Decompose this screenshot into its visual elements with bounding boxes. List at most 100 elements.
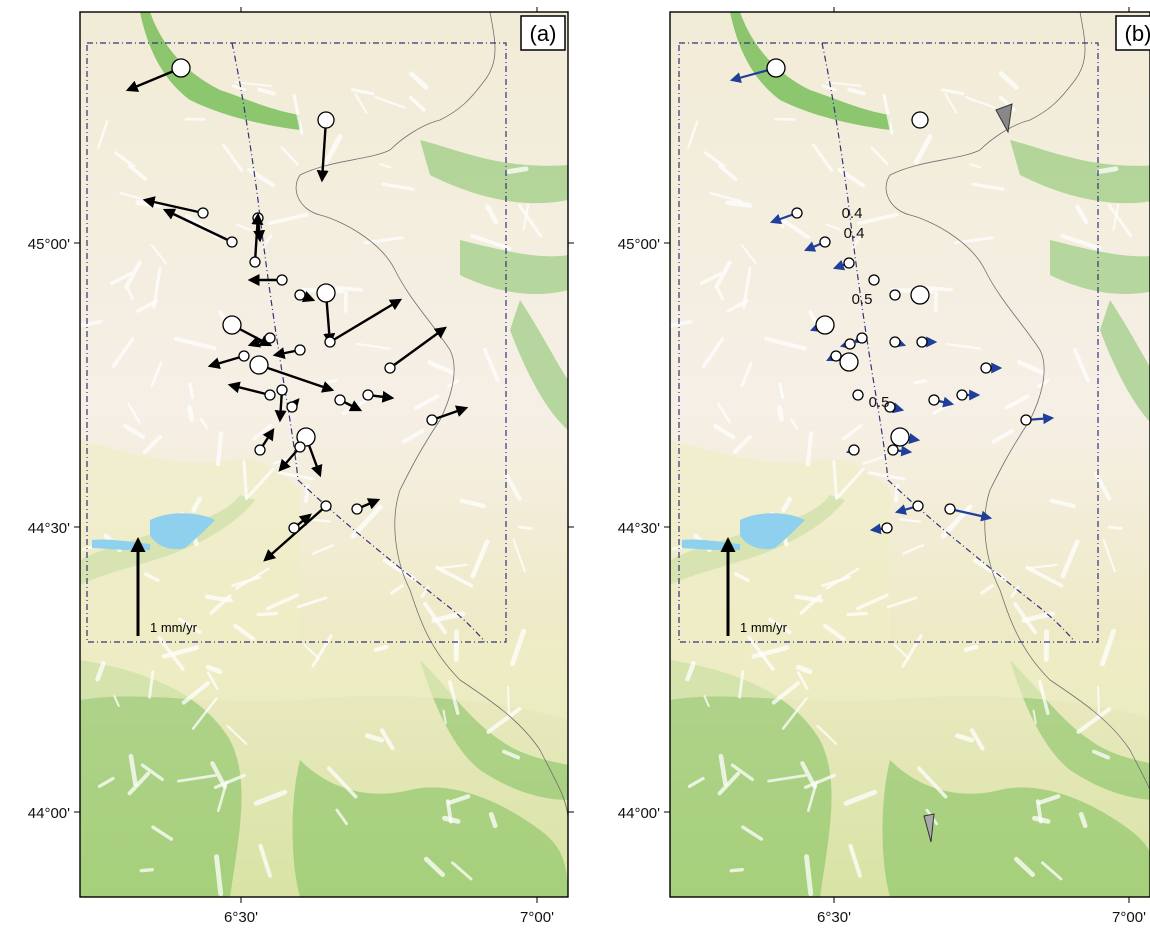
ridge-texture: [408, 71, 429, 90]
valley-relief: [1100, 300, 1150, 423]
lake: [682, 513, 805, 551]
ridge-texture: [1036, 379, 1050, 388]
ridge-texture: [898, 518, 921, 523]
ridge-texture: [945, 342, 982, 350]
station-marker: [928, 394, 940, 406]
station-marker: [856, 332, 868, 344]
ridge-texture: [459, 498, 486, 509]
ridge-texture: [335, 808, 349, 826]
velocity-arrow: [162, 208, 233, 244]
velocity-arrow: [258, 363, 335, 393]
station-marker: [944, 503, 956, 515]
ridge-texture: [323, 134, 343, 165]
y-tick-label: 44°30': [618, 520, 660, 537]
ridge-texture: [1038, 680, 1050, 716]
ridge-texture: [703, 695, 710, 708]
lake: [92, 513, 215, 551]
station-marker: [171, 58, 191, 78]
ridge-texture: [350, 504, 383, 539]
ridge-texture: [252, 423, 273, 441]
station-marker: [868, 274, 880, 286]
ridge-texture: [128, 753, 138, 787]
panel-label-box: [1115, 15, 1150, 51]
ridge-texture: [1010, 585, 1020, 598]
ridge-texture: [374, 96, 406, 109]
ridge-texture: [226, 724, 248, 745]
ridge-texture: [204, 594, 233, 603]
ridge-texture: [1073, 348, 1090, 383]
station-marker: [911, 111, 929, 129]
ridge-texture: [1096, 166, 1119, 175]
map-area: [670, 12, 1150, 897]
ridge-texture: [1107, 203, 1133, 238]
ridge-texture: [233, 623, 256, 642]
ridge-texture: [794, 594, 823, 603]
station-marker: [296, 427, 316, 447]
ridge-texture: [699, 271, 723, 286]
x-tick-label: 7°00': [1112, 909, 1146, 926]
ridge-texture: [311, 633, 333, 668]
ridge-texture: [442, 709, 447, 725]
ridge-texture: [980, 584, 994, 595]
ridge-texture: [174, 336, 217, 351]
ridge-texture: [729, 867, 744, 873]
valley-relief: [420, 660, 568, 800]
ridge-texture: [247, 167, 275, 188]
ridge-texture: [442, 815, 461, 824]
ridge-texture: [277, 471, 316, 481]
ridge-texture: [136, 299, 159, 313]
ridge-texture: [364, 733, 385, 743]
ridge-texture: [235, 81, 272, 87]
ridge-texture: [139, 867, 154, 873]
ridge-texture: [140, 763, 164, 782]
ridge-texture: [1025, 565, 1064, 588]
strain-wedge-glyph: [995, 103, 1013, 134]
ridge-texture: [969, 162, 982, 169]
station-marker: [362, 389, 374, 401]
ridge-texture: [730, 763, 754, 782]
ridge-texture: [862, 454, 888, 465]
strain-wedge-glyph: [923, 813, 935, 843]
ridge-texture: [304, 483, 310, 503]
ridge-texture: [113, 151, 136, 168]
ridge-texture: [1108, 525, 1123, 530]
station-marker: [197, 207, 209, 219]
y-tick-label: 44°00': [618, 805, 660, 822]
station-marker: [316, 283, 336, 303]
ridge-texture: [805, 431, 814, 467]
ridge-texture: [734, 572, 750, 582]
ridge-texture: [256, 611, 278, 617]
station-marker: [881, 522, 893, 534]
station-marker: [889, 336, 901, 348]
ridge-texture: [373, 644, 389, 652]
ridge-texture: [470, 539, 490, 579]
velocity-arrow: [227, 381, 271, 397]
station-marker: [912, 500, 924, 512]
ridge-texture: [151, 825, 174, 841]
station-marker: [320, 500, 332, 512]
ridge-texture: [261, 234, 273, 250]
ridge-texture: [846, 611, 868, 617]
ridge-texture: [717, 164, 738, 181]
ridge-texture: [178, 617, 202, 634]
station-marker: [286, 401, 298, 413]
ridge-texture: [718, 753, 728, 787]
ridge-texture: [335, 286, 363, 292]
ridge-texture: [470, 233, 512, 251]
ridge-texture: [245, 468, 275, 500]
station-marker: [264, 389, 276, 401]
station-marker: [294, 344, 306, 356]
ridge-texture: [253, 789, 288, 806]
ridge-texture: [771, 681, 801, 705]
x-tick-label: 6°30': [817, 909, 851, 926]
ridge-texture: [127, 771, 151, 796]
ridge-texture: [778, 382, 785, 399]
ridge-texture: [235, 223, 253, 232]
ridge-texture: [1032, 815, 1051, 824]
ridge-texture: [446, 379, 460, 388]
ridge-texture: [703, 151, 726, 168]
valley-relief: [420, 140, 568, 204]
station-marker: [351, 503, 363, 515]
contour-label: 0.4: [842, 205, 863, 222]
